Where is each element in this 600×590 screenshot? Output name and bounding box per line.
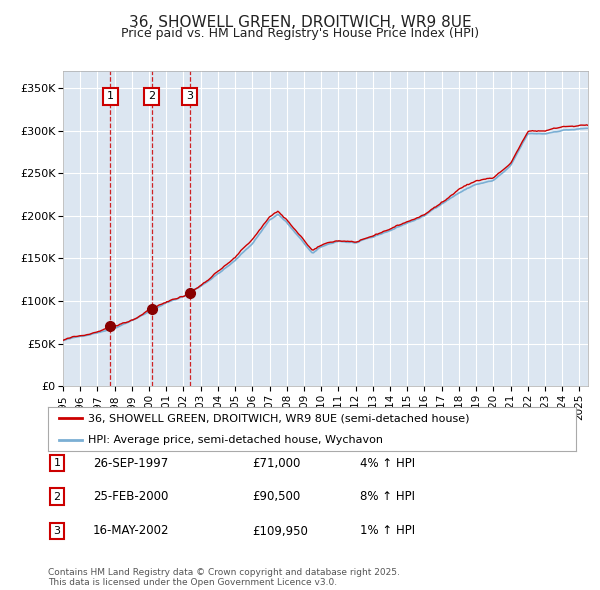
- Text: 3: 3: [53, 526, 61, 536]
- Text: 1% ↑ HPI: 1% ↑ HPI: [360, 525, 415, 537]
- Text: 1: 1: [53, 458, 61, 468]
- Text: 4% ↑ HPI: 4% ↑ HPI: [360, 457, 415, 470]
- Text: HPI: Average price, semi-detached house, Wychavon: HPI: Average price, semi-detached house,…: [88, 435, 383, 445]
- Text: 16-MAY-2002: 16-MAY-2002: [93, 525, 170, 537]
- Text: 8% ↑ HPI: 8% ↑ HPI: [360, 490, 415, 503]
- Text: £90,500: £90,500: [252, 490, 300, 503]
- Text: 26-SEP-1997: 26-SEP-1997: [93, 457, 168, 470]
- Text: 2: 2: [148, 91, 155, 101]
- Text: 36, SHOWELL GREEN, DROITWICH, WR9 8UE (semi-detached house): 36, SHOWELL GREEN, DROITWICH, WR9 8UE (s…: [88, 413, 469, 423]
- Text: 25-FEB-2000: 25-FEB-2000: [93, 490, 169, 503]
- Text: 3: 3: [187, 91, 193, 101]
- Text: 1: 1: [107, 91, 113, 101]
- Text: Contains HM Land Registry data © Crown copyright and database right 2025.
This d: Contains HM Land Registry data © Crown c…: [48, 568, 400, 587]
- Text: £109,950: £109,950: [252, 525, 308, 537]
- Text: £71,000: £71,000: [252, 457, 301, 470]
- Text: Price paid vs. HM Land Registry's House Price Index (HPI): Price paid vs. HM Land Registry's House …: [121, 27, 479, 40]
- Text: 2: 2: [53, 492, 61, 502]
- Text: 36, SHOWELL GREEN, DROITWICH, WR9 8UE: 36, SHOWELL GREEN, DROITWICH, WR9 8UE: [128, 15, 472, 30]
